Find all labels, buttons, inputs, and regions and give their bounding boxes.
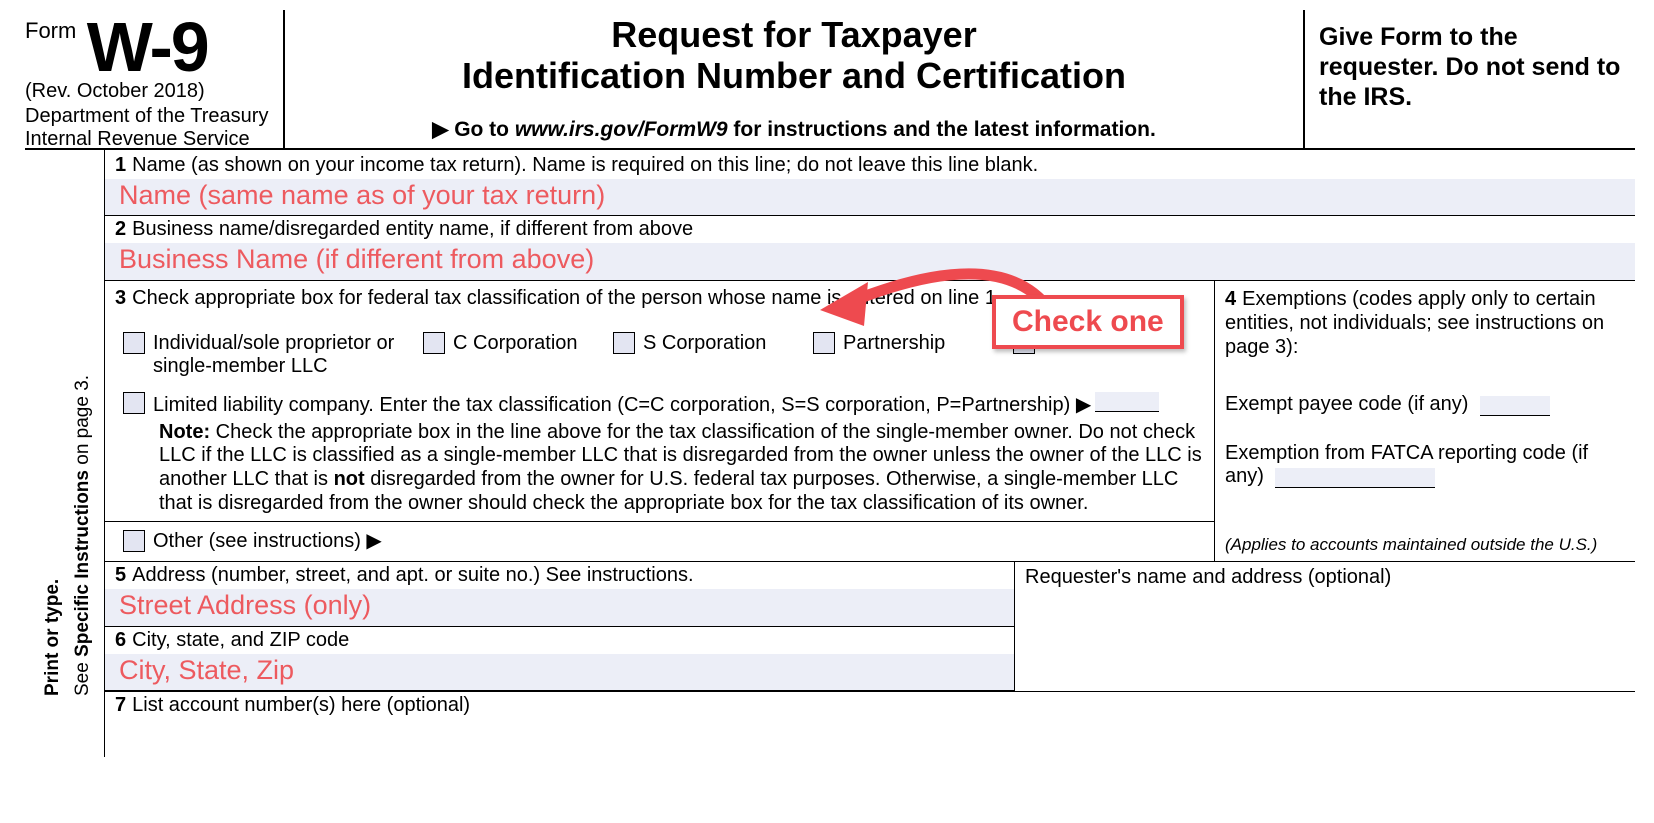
- line-1: 1Name (as shown on your income tax retur…: [105, 150, 1635, 216]
- sidebar-see-instructions: See Specific Instructions on page 3.: [72, 136, 94, 696]
- exempt-payee-input[interactable]: [1480, 396, 1550, 416]
- w9-form: Form W-9 (Rev. October 2018) Department …: [25, 10, 1635, 757]
- address-container: 5Address (number, street, and apt. or su…: [105, 562, 1635, 691]
- cb-llc[interactable]: Limited liability company. Enter the tax…: [123, 392, 1208, 417]
- fatca-input[interactable]: [1275, 468, 1435, 488]
- line-6-label: 6City, state, and ZIP code: [105, 627, 1014, 654]
- address-left: 5Address (number, street, and apt. or su…: [105, 562, 1015, 691]
- line-6: 6City, state, and ZIP code City, State, …: [105, 627, 1014, 691]
- goto-arrow-icon: ▶ Go to: [432, 118, 515, 141]
- line-7: 7List account number(s) here (optional): [105, 691, 1635, 757]
- line-1-hint[interactable]: Name (same name as of your tax return): [105, 179, 1635, 215]
- checkbox-icon[interactable]: [123, 530, 145, 552]
- cb-c-corp[interactable]: C Corporation: [423, 332, 613, 355]
- exempt-payee-field: Exempt payee code (if any): [1225, 393, 1627, 416]
- header-right: Give Form to the requester. Do not send …: [1305, 10, 1635, 148]
- header-left: Form W-9 (Rev. October 2018) Department …: [25, 10, 285, 148]
- checkbox-icon[interactable]: [423, 332, 445, 354]
- revision-date: (Rev. October 2018): [25, 80, 277, 103]
- checkbox-icon[interactable]: [123, 332, 145, 354]
- line-4: 4Exemptions (codes apply only to certain…: [1215, 281, 1635, 561]
- form-title: Request for Taxpayer Identification Numb…: [305, 14, 1283, 97]
- fatca-applies-note: (Applies to accounts maintained outside …: [1225, 535, 1627, 555]
- cb-individual[interactable]: Individual/sole proprietor or single-mem…: [123, 332, 423, 378]
- line-1-label: 1Name (as shown on your income tax retur…: [105, 150, 1635, 179]
- line-5-label: 5Address (number, street, and apt. or su…: [105, 562, 1014, 589]
- line-5: 5Address (number, street, and apt. or su…: [105, 562, 1014, 626]
- form-number: W-9: [87, 18, 208, 78]
- llc-note: Note: Check the appropriate box in the l…: [159, 421, 1208, 515]
- title-line-2: Identification Number and Certification: [462, 55, 1126, 96]
- goto-instructions: ▶ Go to www.irs.gov/FormW9 for instructi…: [305, 117, 1283, 142]
- header-center: Request for Taxpayer Identification Numb…: [285, 10, 1305, 148]
- llc-classification-input[interactable]: [1095, 392, 1159, 412]
- fatca-field: Exemption from FATCA reporting code (if …: [1225, 442, 1627, 488]
- goto-url: www.irs.gov/FormW9: [515, 118, 728, 141]
- goto-suffix: for instructions and the latest informat…: [728, 118, 1156, 141]
- line-4-label: 4Exemptions (codes apply only to certain…: [1225, 287, 1627, 359]
- cb-s-corp[interactable]: S Corporation: [613, 332, 813, 355]
- annotation-check-one: Check one: [992, 295, 1184, 349]
- cb-other[interactable]: Other (see instructions) ▶: [123, 526, 1208, 553]
- form-header: Form W-9 (Rev. October 2018) Department …: [25, 10, 1635, 150]
- sidebar-print-type: Print or type.: [42, 136, 64, 696]
- line-7-label: 7List account number(s) here (optional): [105, 692, 1635, 757]
- sidebar: Print or type. See Specific Instructions…: [25, 150, 105, 757]
- requester-box[interactable]: Requester's name and address (optional): [1015, 562, 1635, 691]
- checkbox-icon[interactable]: [613, 332, 635, 354]
- requester-label: Requester's name and address (optional): [1025, 566, 1391, 588]
- title-line-1: Request for Taxpayer: [611, 14, 976, 55]
- line-5-hint[interactable]: Street Address (only): [105, 589, 1014, 625]
- checkbox-icon[interactable]: [123, 392, 145, 414]
- form-word: Form: [25, 18, 76, 44]
- line-6-hint[interactable]: City, State, Zip: [105, 654, 1014, 690]
